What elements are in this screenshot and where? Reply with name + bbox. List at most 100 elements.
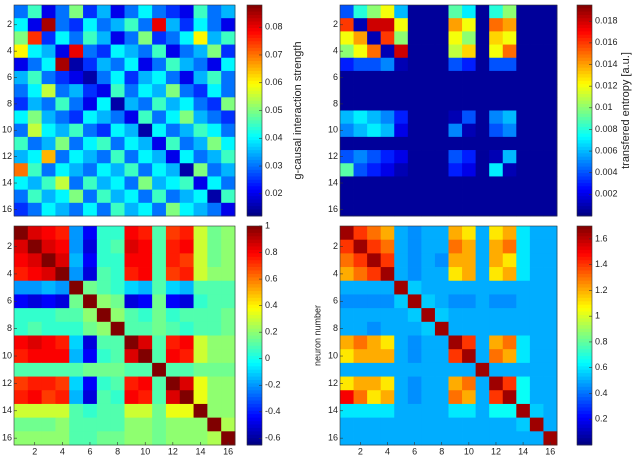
colorbar-segment xyxy=(247,136,262,141)
heatmap-cell xyxy=(96,136,112,151)
colorbar-tick-label: 0.02 xyxy=(265,188,283,198)
heatmap-cell xyxy=(96,376,112,391)
heatmap-cell xyxy=(489,390,504,405)
heatmap-cell xyxy=(83,5,98,19)
colorbar-segment xyxy=(577,379,592,384)
colorbar-segment xyxy=(247,390,262,395)
colorbar-segment xyxy=(577,287,592,292)
heatmap-cell xyxy=(353,110,368,125)
heatmap-cell xyxy=(502,294,517,309)
heatmap-cell xyxy=(462,253,477,268)
plot-frame xyxy=(13,225,236,446)
heatmap-cell xyxy=(165,189,181,204)
heatmap-cell xyxy=(41,417,56,432)
heatmap-cell xyxy=(221,150,236,164)
colorbar-segment xyxy=(577,87,592,92)
heatmap-cell xyxy=(434,57,449,72)
heatmap-cell xyxy=(138,267,153,282)
heatmap-cell xyxy=(41,308,56,323)
heatmap-cell xyxy=(448,390,463,405)
heatmap-cell xyxy=(152,18,167,32)
heatmap-cell xyxy=(448,253,463,268)
heatmap-cell xyxy=(462,110,477,125)
heatmap-cell xyxy=(407,202,422,217)
heatmap-cell xyxy=(502,349,517,364)
heatmap-cell xyxy=(221,5,236,19)
heatmap-cell xyxy=(448,57,463,72)
colorbar-segment xyxy=(247,64,262,69)
heatmap-cell xyxy=(165,150,181,164)
heatmap-cell xyxy=(55,84,70,98)
heatmap-cell xyxy=(69,84,84,98)
colorbar-segment xyxy=(247,342,262,347)
heatmap-cell xyxy=(110,403,125,419)
colorbar-segment xyxy=(247,321,262,326)
heatmap-cell xyxy=(489,31,504,45)
heatmap-cell xyxy=(516,150,531,164)
heatmap-panel: 2 4 6 8 10 12 14 16 0.002 0.004 0.006 0.008 0.01 0.01… xyxy=(328,4,632,217)
heatmap-cell xyxy=(179,321,194,336)
heatmap-cell xyxy=(69,308,84,323)
heatmap-cell xyxy=(96,308,112,323)
colorbar-segment xyxy=(247,376,262,381)
heatmap-cell xyxy=(380,239,395,254)
heatmap-cell xyxy=(340,150,354,164)
heatmap-cell xyxy=(138,294,153,309)
heatmap-cell xyxy=(207,280,222,295)
colorbar-segment xyxy=(577,163,592,167)
heatmap-cell xyxy=(14,5,29,19)
heatmap-cell xyxy=(110,44,125,59)
colorbar-tick-label: 1.4 xyxy=(595,259,608,269)
heatmap-cell xyxy=(207,417,222,432)
heatmap-cell xyxy=(367,176,382,191)
colorbar-segment xyxy=(577,169,592,174)
heatmap-cell xyxy=(489,226,504,241)
colorbar-segment xyxy=(577,77,592,82)
heatmap-cell xyxy=(394,226,409,241)
heatmap-cell xyxy=(475,31,490,45)
heatmap-cell xyxy=(353,57,368,72)
heatmap-cell xyxy=(462,163,477,177)
heatmap-cell xyxy=(394,308,409,323)
colorbar-segment xyxy=(247,37,262,42)
heatmap-cell xyxy=(165,267,181,282)
heatmap-cell xyxy=(475,239,490,254)
y-tick-label: 4 xyxy=(333,46,338,56)
colorbar-segment xyxy=(577,338,592,343)
heatmap-cell xyxy=(353,44,368,59)
heatmap-cell xyxy=(207,239,222,254)
heatmap-cell xyxy=(69,150,84,164)
heatmap-cell xyxy=(340,253,354,268)
heatmap-cell xyxy=(367,202,382,217)
heatmap-cell xyxy=(69,57,84,72)
heatmap-cell xyxy=(41,150,56,164)
heatmap-cell xyxy=(407,431,422,446)
colorbar-segment xyxy=(577,390,592,395)
heatmap-cell xyxy=(434,349,449,364)
heatmap-cell xyxy=(340,70,354,85)
heatmap-cell xyxy=(529,31,544,45)
heatmap-cell xyxy=(502,84,517,98)
colorbar-segment xyxy=(247,133,262,138)
heatmap-cell xyxy=(407,403,422,419)
heatmap-cell xyxy=(448,376,463,391)
heatmap-cell xyxy=(221,294,236,309)
heatmap-cell xyxy=(96,321,112,336)
heatmap-cell xyxy=(380,136,395,151)
heatmap-cell xyxy=(489,403,504,419)
heatmap-cell xyxy=(434,321,449,336)
heatmap-cell xyxy=(367,84,382,98)
heatmap-cell xyxy=(138,417,153,432)
colorbar-segment xyxy=(577,97,592,102)
plot-frame xyxy=(339,4,558,217)
heatmap-cell xyxy=(124,18,139,32)
heatmap-cell xyxy=(110,189,125,204)
heatmap-cell xyxy=(14,18,29,32)
heatmap-cell xyxy=(407,280,422,295)
colorbar-segment xyxy=(247,417,262,422)
heatmap-cell xyxy=(152,239,167,254)
heatmap-cell xyxy=(69,202,84,217)
heatmap-cell xyxy=(221,18,236,32)
y-tick-label: 2 xyxy=(7,241,12,251)
heatmap-cell xyxy=(340,335,354,350)
